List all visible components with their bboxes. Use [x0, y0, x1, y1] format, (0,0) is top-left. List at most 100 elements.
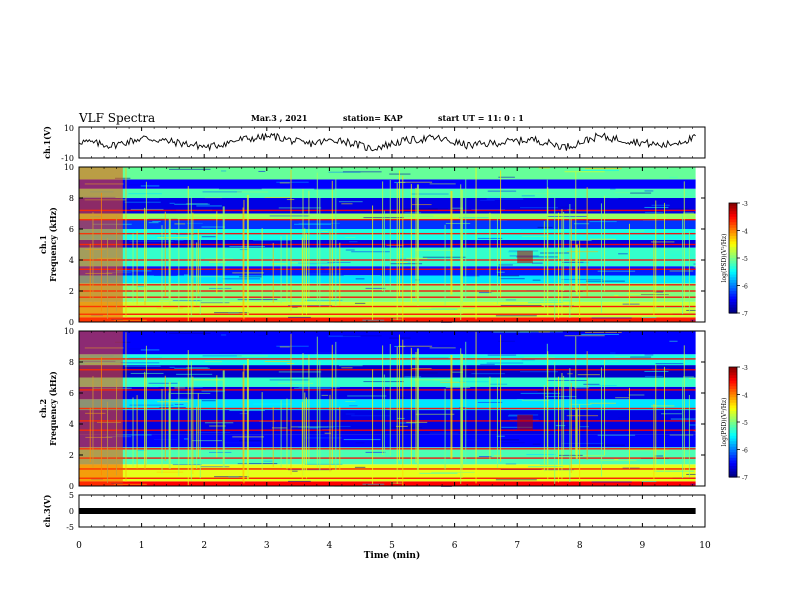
spectrogram-speckle [271, 263, 287, 265]
spectrogram-speckle [486, 362, 524, 364]
spectrogram-sferic [331, 180, 333, 300]
spectrogram-speckle [288, 480, 311, 482]
spectrogram-band [79, 331, 696, 355]
spectrogram-sferic [460, 348, 462, 484]
spectrogram-speckle [452, 207, 463, 209]
spectrogram-speckle [689, 260, 696, 262]
spectrogram-speckle [411, 368, 432, 370]
spectrogram-speckle [493, 466, 517, 468]
spectrogram-speckle [523, 192, 555, 194]
spectrogram-band [79, 354, 696, 366]
spectrogram-speckle [120, 198, 160, 200]
spectrogram-speckle [298, 426, 334, 428]
spectrogram-speckle [127, 348, 146, 350]
spec-ytick-label: 10 [64, 163, 74, 172]
spectrogram-speckle [137, 286, 147, 288]
spectrogram-sferic [290, 333, 292, 475]
spectrogram-speckle [253, 403, 292, 405]
spectrogram-speckle [269, 215, 310, 217]
spectrogram-speckle [495, 479, 537, 481]
spectrogram-sferic [301, 237, 303, 316]
spectrogram-sferic [132, 233, 134, 303]
colorbar-tick-label: -5 [742, 420, 748, 427]
spectrogram-sferic [465, 341, 467, 463]
spectrogram-speckle [521, 195, 535, 197]
spec-ytick-label: 8 [69, 358, 74, 367]
spectrogram-speckle [298, 386, 340, 388]
spectrogram-speckle [218, 352, 262, 354]
spectrogram-speckle [183, 274, 189, 276]
colorbar-step [729, 277, 737, 281]
spectrogram-sferic [547, 187, 549, 316]
spectrogram-speckle [531, 426, 543, 428]
colorbar-step [729, 397, 737, 401]
colorbar-step [729, 433, 737, 437]
colorbar-step [729, 369, 737, 374]
colorbar-step [729, 219, 737, 223]
spectrogram-speckle [237, 299, 278, 301]
spectrogram-speckle [690, 483, 696, 485]
spectrogram-sferic [496, 214, 498, 305]
colorbar-tick-label: -7 [742, 311, 748, 318]
spectrogram-speckle [570, 403, 592, 405]
spectrogram-speckle [655, 363, 684, 365]
spectrogram-speckle [186, 386, 203, 388]
spectrogram-speckle [564, 335, 605, 337]
spectrogram-speckle [537, 390, 553, 392]
spectrogram-speckle [309, 427, 319, 429]
spectrogram-line [79, 259, 696, 261]
spectrogram-speckle [650, 405, 675, 407]
spectrogram-speckle [415, 413, 455, 415]
spectrogram-speckle [521, 359, 535, 361]
spectrogram-sferic [389, 180, 391, 292]
spectrogram-speckle [428, 208, 449, 210]
colorbar-step [729, 416, 737, 420]
spectrogram-sferic [415, 187, 417, 299]
spectrogram-speckle [507, 251, 518, 253]
spectrogram-speckle [169, 366, 175, 368]
spectrogram-sferic [383, 374, 385, 456]
spectrogram-speckle [390, 427, 423, 429]
spectrogram-speckle [422, 256, 467, 258]
spectrogram-sferic [575, 336, 577, 456]
spectrogram-speckle [196, 205, 222, 207]
spectrogram-line [79, 369, 696, 371]
spectrogram-speckle [148, 386, 159, 388]
colorbar-step [729, 435, 737, 440]
spectrogram-speckle [140, 349, 160, 351]
spec-ytick-label: 2 [69, 451, 74, 460]
spectrogram-speckle [589, 385, 617, 387]
spectrogram-speckle [245, 314, 263, 316]
spectrogram-speckle [113, 319, 147, 321]
x-tick-label: 3 [264, 541, 270, 551]
spectrogram-speckle [411, 204, 432, 206]
spectrogram-sferic [547, 351, 549, 480]
spectrogram-speckle [349, 241, 358, 243]
spectrogram-speckle [193, 215, 224, 217]
spectrogram-speckle [362, 479, 394, 481]
colorbar-step [729, 460, 737, 464]
spectrogram-sferic [410, 347, 412, 467]
spectrogram-speckle [204, 422, 234, 424]
spectrogram-band [79, 410, 696, 435]
ch3-ytick-label: -5 [66, 523, 74, 532]
spectrogram-speckle [174, 367, 210, 369]
spec-ylabel-frequency: Frequency (kHz) [48, 371, 58, 446]
spectrogram-speckle [209, 425, 226, 427]
spectrogram-speckle [350, 315, 392, 317]
spectrogram-speckle [609, 361, 619, 363]
spectrogram-speckle [488, 196, 505, 198]
spectrogram-speckle [200, 466, 230, 468]
spectrogram-speckle [629, 449, 669, 451]
spectrogram-speckle [545, 396, 577, 398]
spectrogram-sferic [500, 334, 502, 462]
spectrogram-speckle [545, 232, 577, 234]
ch3-panel: 5 0 -5 ch.3(V) [42, 491, 706, 532]
spec-ytick-label: 10 [64, 327, 74, 336]
spectrogram-sferic [402, 339, 404, 486]
spectrogram-speckle [304, 299, 343, 301]
spectrogram-sferic [319, 361, 321, 471]
spectrogram-speckle [462, 275, 480, 277]
spectrogram-speckle [154, 400, 181, 402]
spectrogram-sferic [604, 195, 606, 292]
